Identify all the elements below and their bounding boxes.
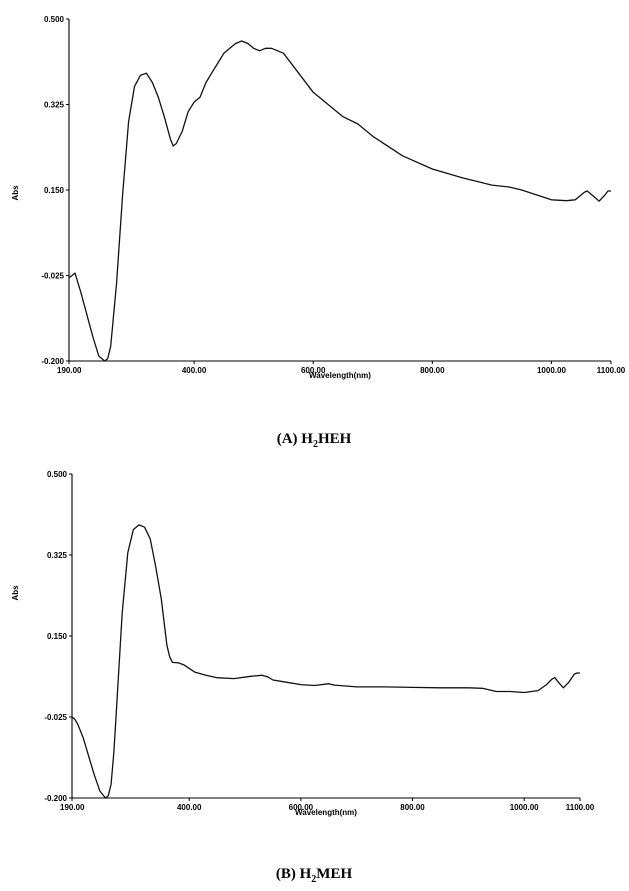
chart-b-axes [71,474,580,799]
chart-a-caption: (A) H2HEH [277,431,352,450]
chart-b-y-ticks: -0.200 -0.025 0.150 0.325 0.500 [44,470,72,803]
chart-b-x-axis-label: Wavelength(nm) [295,808,357,817]
chart-a-x-ticks: 190.00 400.00 600.00 800.00 1000.00 1100.00 [57,361,626,375]
chart-b-x-tick-label: 1100.00 [566,803,595,812]
chart-a-y-tick-label: -0.025 [41,272,64,281]
chart-a-y-tick-label: -0.200 [41,357,64,366]
chart-a-y-ticks: -0.200 -0.025 0.150 0.325 0.500 [41,15,69,366]
chart-b-absorbance-curve [71,524,580,799]
chart-a-x-axis-label: Wavelength(nm) [309,371,371,380]
chart-b-x-ticks: 190.00 400.00 600.00 800.00 1000.00 1100.00 [60,798,595,812]
chart-a-x-tick-label: 190.00 [57,366,82,375]
chart-a-x-tick-label: 1100.00 [597,366,626,375]
chart-a-x-tick-label: 600.00 [301,366,326,375]
chart-b-y-axis-label: Abs [11,585,20,601]
chart-a-axes [68,19,611,362]
chart-b-x-tick-label: 600.00 [289,803,314,812]
chart-b-caption: (B) H2MEH [276,866,353,885]
chart-a-y-axis-label: Abs [11,185,20,201]
chart-b: -0.200 -0.025 0.150 0.325 0.500 190.00 400.00… [11,470,595,885]
chart-a-x-tick-label: 400.00 [182,366,207,375]
chart-a-x-tick-label: 800.00 [420,366,445,375]
chart-a-absorbance-curve [68,40,611,362]
chart-a-y-tick-label: 0.325 [44,101,65,110]
chart-b-y-tick-label: 0.500 [47,470,68,479]
chart-a-x-tick-label: 1000.00 [537,366,566,375]
chart-a-y-tick-label: 0.500 [44,15,65,24]
chart-b-x-tick-label: 400.00 [177,803,202,812]
chart-b-x-tick-label: 190.00 [60,803,85,812]
chart-b-x-tick-label: 1000.00 [510,803,539,812]
chart-a-y-tick-label: 0.150 [44,186,65,195]
chart-b-y-tick-label: -0.025 [44,713,67,722]
chart-b-x-tick-label: 800.00 [400,803,425,812]
chart-b-y-tick-label: -0.200 [44,794,67,803]
chart-b-y-tick-label: 0.325 [47,551,68,560]
chart-b-y-tick-label: 0.150 [47,632,68,641]
chart-a: -0.200 -0.025 0.150 0.325 0.500 190.00 400.00… [11,15,626,450]
